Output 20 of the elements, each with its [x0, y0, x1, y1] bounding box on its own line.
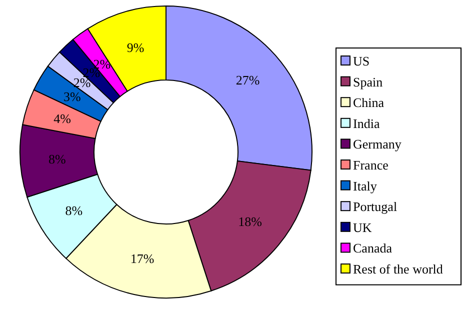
legend-label: Canada	[353, 240, 392, 256]
legend-label: France	[353, 158, 389, 172]
data-label: 17%	[130, 250, 154, 266]
data-label: 4%	[54, 110, 72, 126]
data-label: 8%	[65, 202, 83, 218]
legend-label: India	[353, 116, 380, 131]
legend-label: Portugal	[353, 199, 398, 214]
data-label: 9%	[126, 40, 144, 55]
data-label: 8%	[48, 151, 66, 166]
legend-label: UK	[353, 220, 372, 235]
legend-label: Spain	[353, 74, 384, 90]
legend-label: China	[353, 95, 384, 110]
data-label: 2%	[73, 75, 91, 90]
legend-label: Germany	[353, 136, 402, 152]
data-label: 3%	[64, 89, 82, 104]
legend-label: Rest of the world	[353, 262, 444, 276]
legend-label: Italy	[353, 178, 378, 194]
data-label: 27%	[236, 72, 260, 88]
data-label: 18%	[238, 214, 262, 229]
legend-label: US	[353, 54, 370, 68]
